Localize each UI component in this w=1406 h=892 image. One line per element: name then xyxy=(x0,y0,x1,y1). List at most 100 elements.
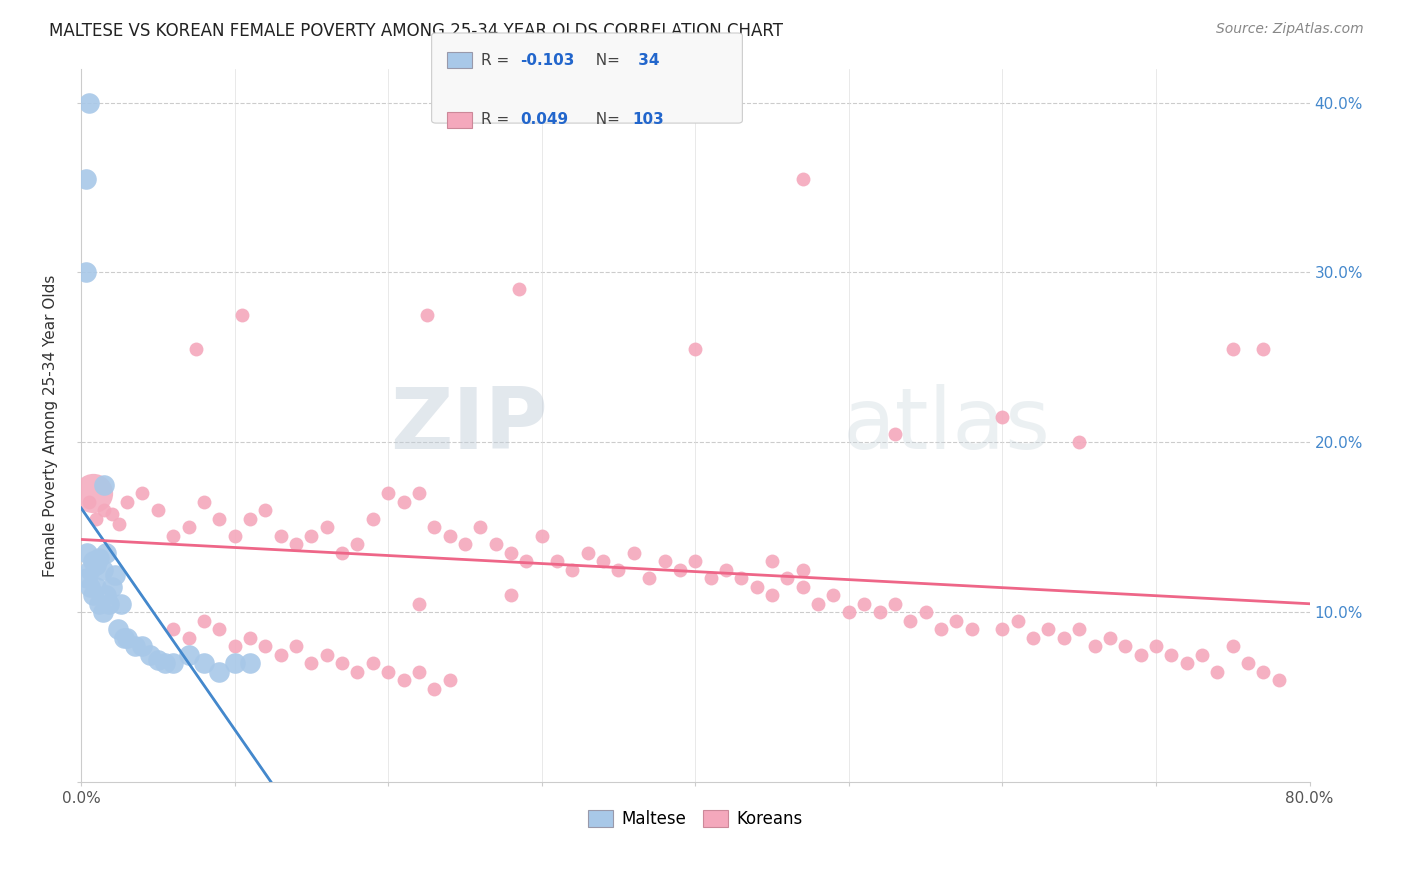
Point xyxy=(792,563,814,577)
Point xyxy=(1206,665,1229,679)
Point xyxy=(623,546,645,560)
Point xyxy=(107,623,129,637)
Point xyxy=(1069,623,1091,637)
Point xyxy=(330,546,353,560)
Point xyxy=(592,554,614,568)
Point xyxy=(224,657,246,671)
Point xyxy=(1144,640,1167,654)
Point xyxy=(193,495,215,509)
Point xyxy=(1007,614,1029,628)
Point xyxy=(423,520,446,534)
Point xyxy=(1069,435,1091,450)
Point xyxy=(1191,648,1213,662)
Point xyxy=(193,614,215,628)
Text: N=: N= xyxy=(586,53,626,68)
Point xyxy=(792,580,814,594)
Point xyxy=(761,554,783,568)
Point xyxy=(685,342,707,356)
Point xyxy=(1053,631,1076,645)
Point xyxy=(86,580,108,594)
Point xyxy=(112,631,135,645)
Point xyxy=(714,563,737,577)
Point xyxy=(1083,640,1105,654)
Legend: Maltese, Koreans: Maltese, Koreans xyxy=(582,803,810,835)
Point xyxy=(155,657,177,671)
Point xyxy=(439,529,461,543)
Point xyxy=(929,623,952,637)
Point xyxy=(86,512,108,526)
Point xyxy=(1129,648,1152,662)
Point xyxy=(177,520,200,534)
Point xyxy=(76,571,98,585)
Point xyxy=(945,614,967,628)
Point xyxy=(361,512,384,526)
Point xyxy=(838,606,860,620)
Point xyxy=(82,554,104,568)
Point xyxy=(131,486,153,500)
Point xyxy=(89,597,111,611)
Point xyxy=(108,516,131,531)
Point xyxy=(730,571,752,585)
Point xyxy=(346,665,368,679)
Text: -0.103: -0.103 xyxy=(520,53,575,68)
Point xyxy=(115,495,138,509)
Point xyxy=(91,606,114,620)
Point xyxy=(86,558,108,572)
Point xyxy=(408,597,430,611)
Point xyxy=(807,597,830,611)
Point xyxy=(224,640,246,654)
Point xyxy=(1253,665,1275,679)
Point xyxy=(1222,342,1244,356)
Point xyxy=(377,665,399,679)
Point xyxy=(208,665,231,679)
Point xyxy=(654,554,676,568)
Point xyxy=(346,537,368,551)
Point xyxy=(299,529,322,543)
Point xyxy=(76,546,98,560)
Point xyxy=(508,283,530,297)
Point xyxy=(146,503,169,517)
Point xyxy=(1222,640,1244,654)
Point xyxy=(392,673,415,688)
Point xyxy=(883,597,905,611)
Point xyxy=(499,546,522,560)
Point xyxy=(299,657,322,671)
Point xyxy=(792,172,814,186)
Text: 103: 103 xyxy=(633,112,665,128)
Point xyxy=(162,623,184,637)
Point xyxy=(898,614,921,628)
Point xyxy=(408,665,430,679)
Point xyxy=(124,640,146,654)
Point xyxy=(991,623,1014,637)
Point xyxy=(991,409,1014,424)
Text: MALTESE VS KOREAN FEMALE POVERTY AMONG 25-34 YEAR OLDS CORRELATION CHART: MALTESE VS KOREAN FEMALE POVERTY AMONG 2… xyxy=(49,22,783,40)
Point xyxy=(685,554,707,568)
Text: Source: ZipAtlas.com: Source: ZipAtlas.com xyxy=(1216,22,1364,37)
Point xyxy=(869,606,891,620)
Point xyxy=(638,571,661,585)
Point xyxy=(423,681,446,696)
Text: 34: 34 xyxy=(633,53,659,68)
Point xyxy=(91,563,114,577)
Point xyxy=(270,529,292,543)
Point xyxy=(139,648,162,662)
Point xyxy=(82,588,104,602)
Point xyxy=(77,95,100,110)
Point xyxy=(94,588,117,602)
Point xyxy=(361,657,384,671)
Text: ZIP: ZIP xyxy=(389,384,548,467)
Point xyxy=(254,640,277,654)
Point xyxy=(77,495,100,509)
Point xyxy=(239,657,262,671)
Point xyxy=(208,512,231,526)
Y-axis label: Female Poverty Among 25-34 Year Olds: Female Poverty Among 25-34 Year Olds xyxy=(44,274,58,576)
Point xyxy=(146,653,169,667)
Point xyxy=(546,554,568,568)
Point xyxy=(110,597,132,611)
Point xyxy=(193,657,215,671)
Point xyxy=(100,580,122,594)
Point xyxy=(485,537,508,551)
Point xyxy=(1268,673,1291,688)
Point xyxy=(270,648,292,662)
Point xyxy=(1098,631,1121,645)
